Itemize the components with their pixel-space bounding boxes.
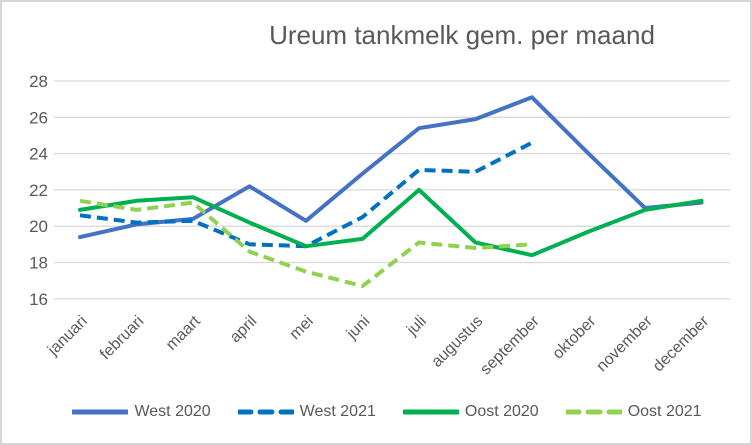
legend-label: West 2020 (134, 403, 211, 420)
y-tick-label: 28 (29, 72, 48, 91)
legend-item-west-2021[interactable]: West 2021 (237, 403, 376, 421)
x-tick-label: augustus (428, 313, 486, 371)
legend-item-oost-2020[interactable]: Oost 2020 (402, 403, 539, 421)
chart-title: Ureum tankmelk gem. per maand (269, 20, 655, 50)
legend-swatch-dashed-line (565, 409, 622, 415)
y-tick-label: 26 (29, 108, 48, 127)
x-tick-label: december (650, 312, 713, 375)
y-tick-label: 24 (29, 145, 48, 164)
legend-item-west-2020[interactable]: West 2020 (72, 403, 211, 421)
legend-swatch-dashed-line (237, 409, 294, 415)
series-line-oost-2020[interactable] (78, 187, 704, 258)
x-tick-label: oktober (550, 312, 600, 362)
y-tick-label: 22 (29, 181, 48, 200)
legend-label: Oost 2021 (627, 403, 702, 420)
legend-swatch-solid-line (402, 409, 459, 415)
x-tick-label: juni (343, 313, 373, 343)
x-tick-label: mei (287, 313, 317, 343)
legend-item-oost-2021[interactable]: Oost 2021 (565, 403, 702, 421)
y-tick-label: 18 (29, 254, 48, 273)
plot-area: 16 18 20 22 24 26 28 januari februari maart april m… (29, 72, 730, 378)
y-tick-label: 20 (29, 217, 48, 236)
series-line-oost-2021[interactable] (79, 198, 533, 289)
y-tick-label: 16 (29, 290, 48, 309)
x-tick-label: maart (163, 312, 204, 353)
legend-swatch-solid-line (72, 409, 129, 415)
x-tick-label: november (593, 312, 656, 375)
x-tick-label: januari (44, 313, 91, 360)
legend-label: West 2021 (299, 403, 376, 420)
x-tick-label: september (477, 312, 543, 378)
x-tick-label: februari (97, 313, 147, 363)
legend-label: Oost 2020 (464, 403, 539, 420)
x-tick-label: april (227, 313, 260, 346)
chart-legend: West 2020 West 2021 Oost 2020 Oost 2021 (2, 403, 750, 421)
x-tick-label: juli (403, 313, 430, 340)
